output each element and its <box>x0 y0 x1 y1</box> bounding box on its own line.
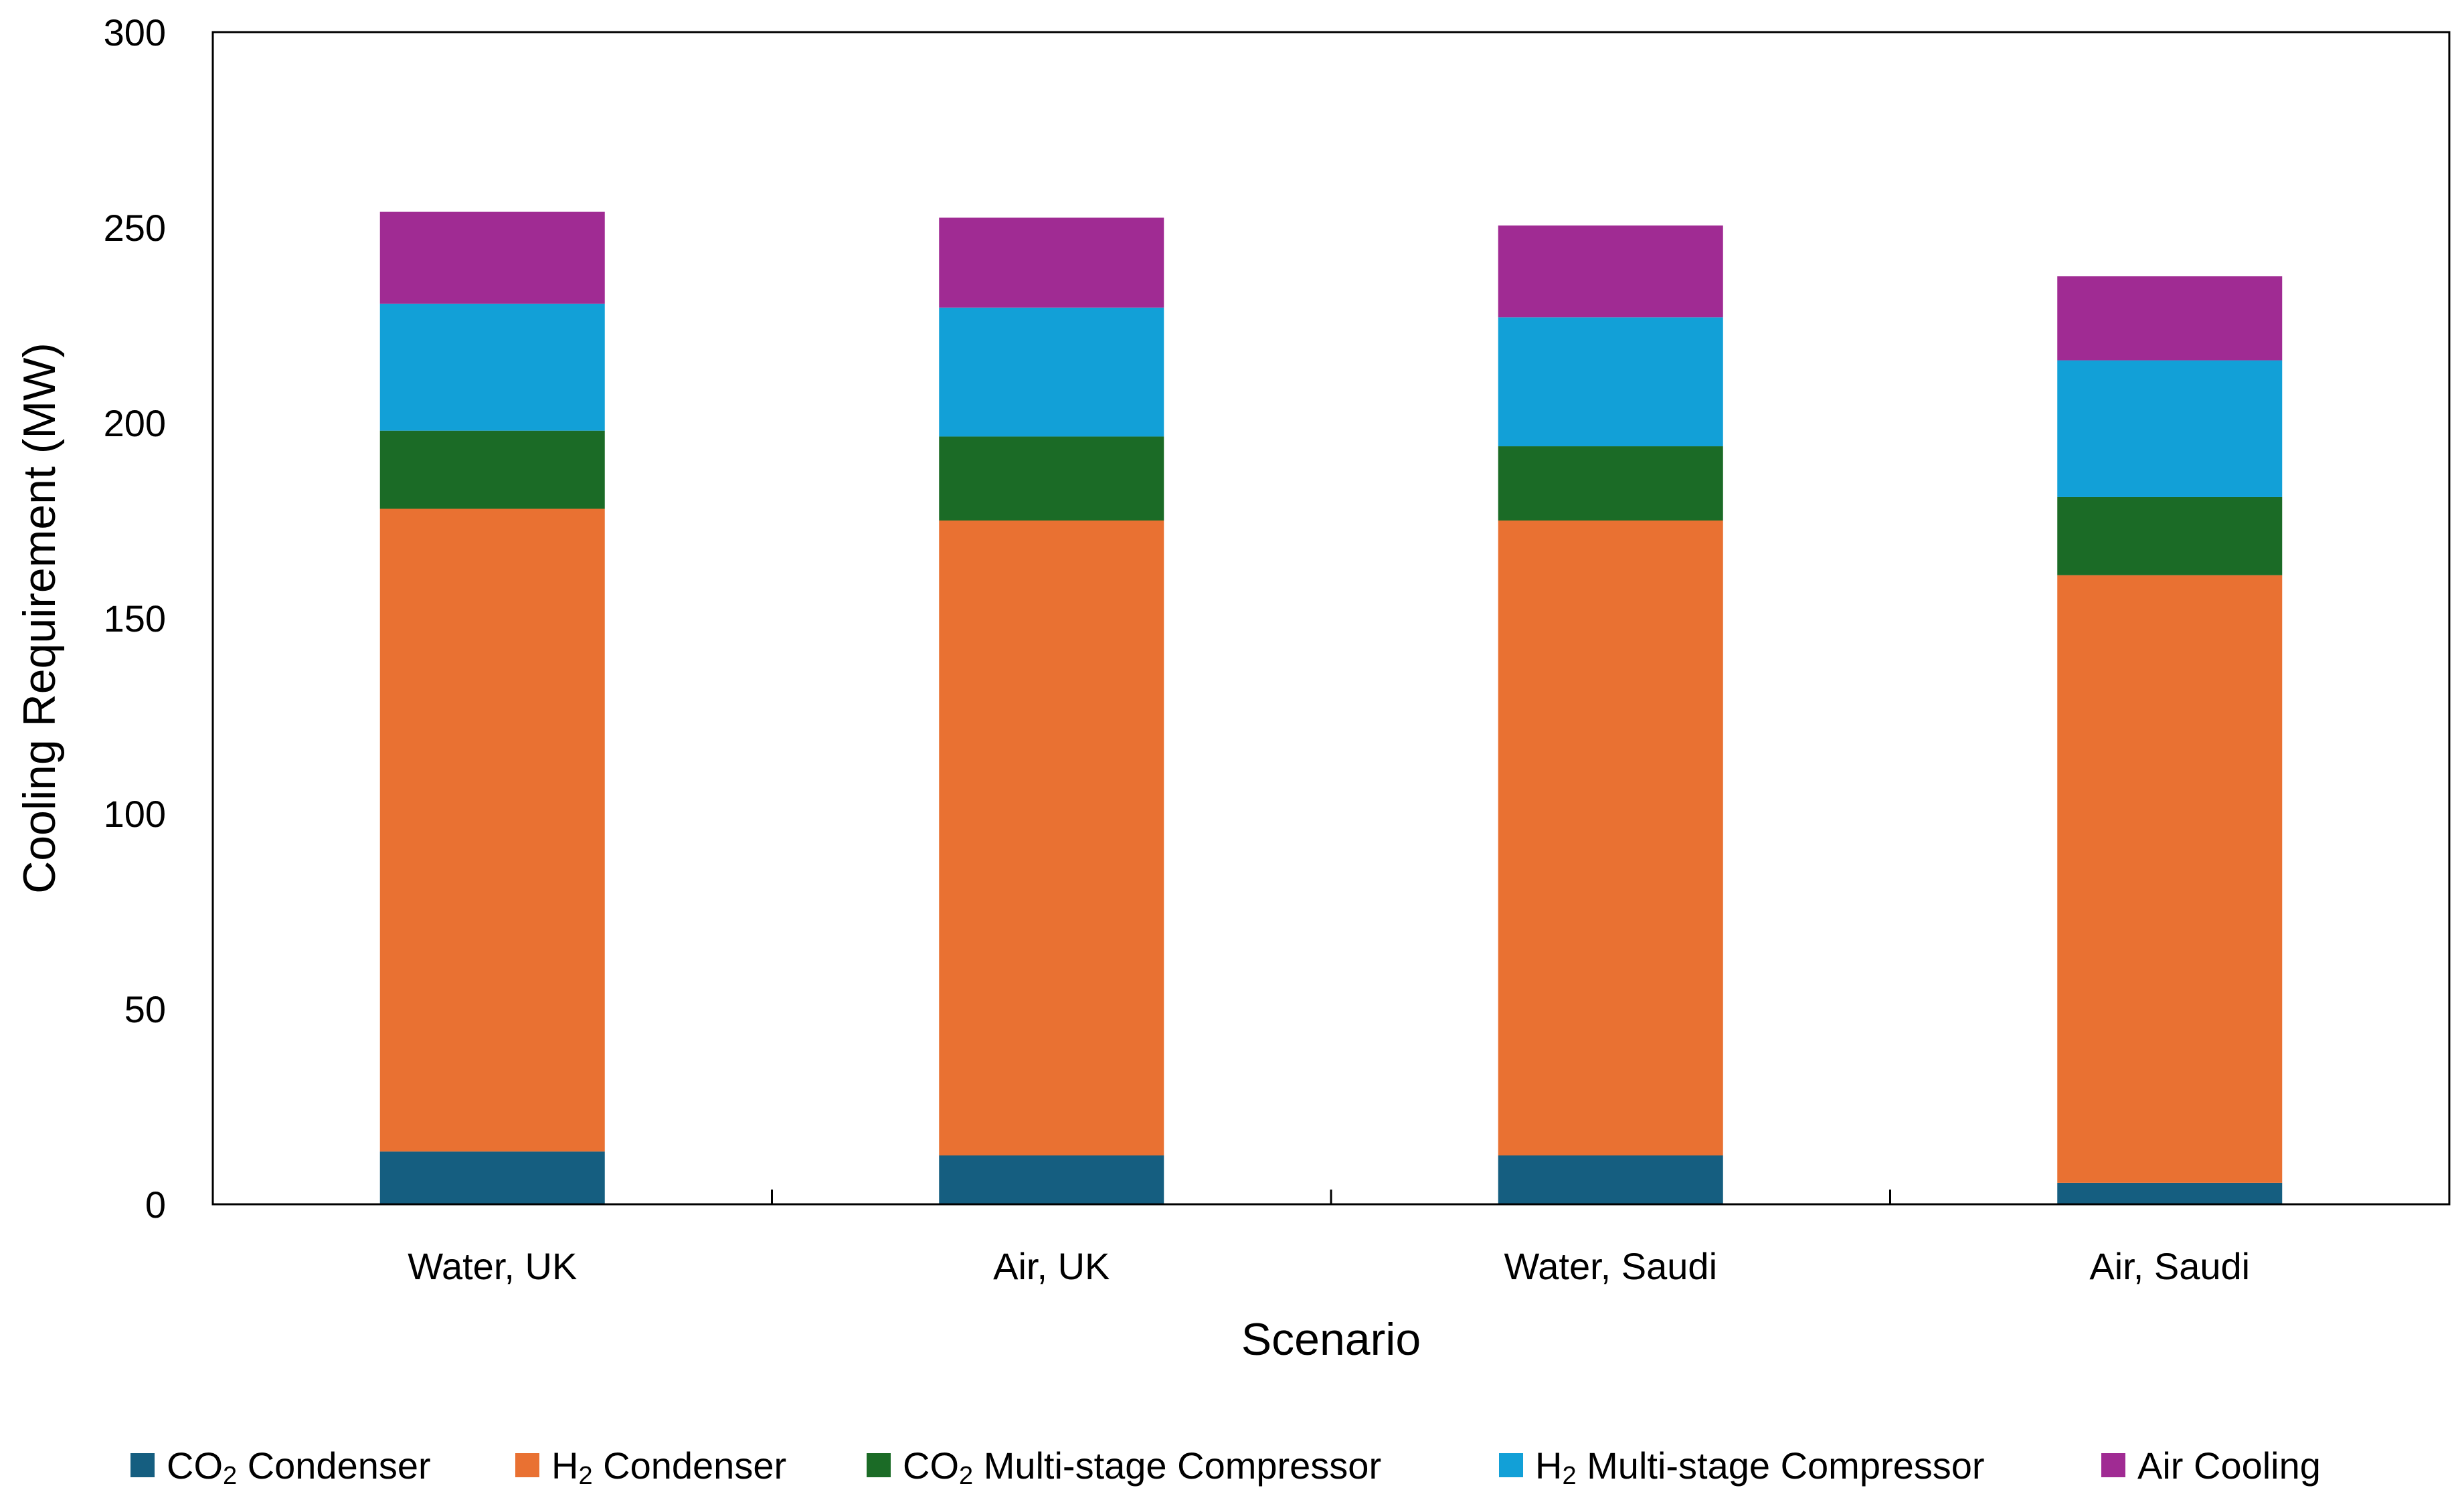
bar-segment-4-2 <box>2057 575 2283 1183</box>
bar-segment-4-5 <box>2057 276 2283 361</box>
legend-item-3: CO2 Multi-stage Compressor <box>867 1435 1381 1495</box>
bar-segment-1-1 <box>379 1151 605 1204</box>
legend-swatch <box>130 1453 155 1477</box>
y-tick-label: 150 <box>104 597 166 640</box>
bar-segment-4-3 <box>2057 496 2283 575</box>
bar-segment-1-2 <box>379 508 605 1152</box>
legend-label: CO2 Condenser <box>167 1444 431 1490</box>
y-axis-ticks: 0 50 100 150 200 250 300 <box>104 11 166 1226</box>
bar-segment-1-5 <box>379 211 605 304</box>
bar-segment-2-3 <box>939 436 1164 521</box>
bar-segment-3-3 <box>1498 446 1723 521</box>
plot-frame <box>211 31 2451 1206</box>
bar-segment-4-4 <box>2057 360 2283 497</box>
legend-swatch <box>1499 1453 1523 1477</box>
legend-swatch <box>867 1453 891 1477</box>
x-tick-label: Water, Saudi <box>1504 1245 1717 1287</box>
legend-label: CO2 Multi-stage Compressor <box>903 1444 1382 1490</box>
x-tick-label: Water, UK <box>408 1245 577 1287</box>
bar-segment-3-2 <box>1498 521 1723 1155</box>
legend-swatch <box>515 1453 539 1477</box>
legend-item-2: H2 Condenser <box>515 1435 786 1495</box>
x-tick-label: Air, UK <box>993 1245 1110 1287</box>
bar-segment-1-4 <box>379 303 605 431</box>
bar-segment-2-1 <box>939 1155 1164 1204</box>
bar-segment-3-1 <box>1498 1155 1723 1204</box>
legend-item-5: Air Cooling <box>2101 1435 2321 1495</box>
y-axis-title: Cooling Requirement (MW) <box>14 343 65 894</box>
bar-segment-3-4 <box>1498 317 1723 447</box>
y-tick-label: 50 <box>124 988 166 1030</box>
y-tick-label: 100 <box>104 793 166 835</box>
y-tick-label: 200 <box>104 402 166 444</box>
legend: CO2 Condenser H2 Condenser CO2 Multi-stage… <box>0 1435 2464 1495</box>
legend-label: H2 Condenser <box>551 1444 787 1490</box>
bar-segment-2-5 <box>939 217 1164 308</box>
bar-segment-2-4 <box>939 307 1164 437</box>
x-tick-label: Air, Saudi <box>2089 1245 2250 1287</box>
bar-segment-3-5 <box>1498 225 1723 318</box>
legend-item-4: H2 Multi-stage Compressor <box>1499 1435 1985 1495</box>
legend-label: H2 Multi-stage Compressor <box>1535 1444 1985 1490</box>
y-tick-label: 250 <box>104 207 166 249</box>
bar-segment-1-3 <box>379 430 605 509</box>
bar-segment-2-2 <box>939 521 1164 1155</box>
legend-item-1: CO2 Condenser <box>130 1435 431 1495</box>
legend-label: Air Cooling <box>2137 1444 2321 1487</box>
x-axis-title: Scenario <box>1241 1314 1421 1365</box>
bars-group <box>379 211 2283 1204</box>
legend-swatch <box>2101 1453 2125 1477</box>
y-tick-label: 0 <box>145 1184 166 1226</box>
y-tick-label: 300 <box>104 11 166 54</box>
bar-segment-4-1 <box>2057 1182 2283 1204</box>
x-axis-ticks: Water, UK Air, UK Water, Saudi Air, Saudi <box>408 1245 2250 1287</box>
